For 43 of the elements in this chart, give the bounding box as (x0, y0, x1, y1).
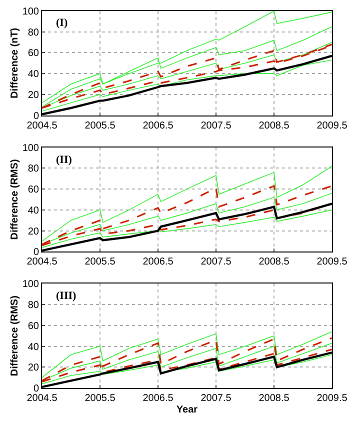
y-axis-title: Difference (RMS) (9, 159, 20, 240)
x-tick-label: 2009.5 (316, 256, 348, 268)
y-tick-label: 40 (28, 342, 40, 353)
x-tick-label: 2008.5 (258, 256, 290, 268)
x-tick-label: 2004.5 (26, 393, 58, 404)
x-axis-title: Year (176, 404, 198, 416)
annotation: (III) (56, 290, 77, 302)
y-tick-label: 100 (22, 279, 40, 290)
x-tick-label: 2004.5 (26, 256, 58, 268)
x-tick-label: 2009.5 (316, 120, 348, 132)
x-tick-label: 2008.5 (258, 393, 290, 404)
y-tick-label: 0 (33, 110, 40, 122)
y-tick-label: 100 (22, 6, 40, 18)
y-tick-label: 40 (28, 205, 40, 216)
y-tick-label: 20 (28, 362, 40, 374)
x-tick-label: 2007.5 (200, 120, 232, 132)
x-tick-label: 2009.5 (316, 393, 348, 404)
y-tick-label: 20 (28, 90, 40, 101)
y-tick-label: 80 (28, 27, 40, 38)
annotation: (II) (56, 154, 72, 166)
x-tick-label: 2007.5 (200, 393, 232, 404)
x-tick-label: 2006.5 (142, 256, 174, 268)
y-axis-title: Difference (RMS) (9, 296, 20, 376)
y-tick-label: 20 (28, 226, 40, 238)
x-tick-label: 2006.5 (142, 120, 174, 132)
x-tick-label: 2005.5 (84, 256, 116, 268)
y-tick-label: 100 (22, 142, 40, 154)
y-tick-label: 0 (33, 383, 40, 394)
y-tick-label: 40 (28, 69, 40, 80)
x-tick-label: 2008.5 (258, 120, 290, 132)
x-tick-label: 2006.5 (142, 393, 174, 404)
y-tick-label: 60 (28, 48, 40, 60)
y-tick-label: 80 (28, 164, 40, 175)
y-axis-title: Difference (nT) (9, 28, 20, 98)
x-tick-label: 2007.5 (200, 256, 232, 268)
x-tick-label: 2005.5 (84, 120, 116, 132)
y-tick-label: 0 (33, 247, 40, 258)
x-tick-label: 2005.5 (84, 393, 116, 404)
y-tick-label: 60 (28, 184, 40, 196)
y-tick-label: 60 (28, 320, 40, 332)
annotation: (I) (56, 17, 68, 29)
y-tick-label: 80 (28, 300, 40, 312)
x-tick-label: 2004.5 (26, 120, 58, 132)
